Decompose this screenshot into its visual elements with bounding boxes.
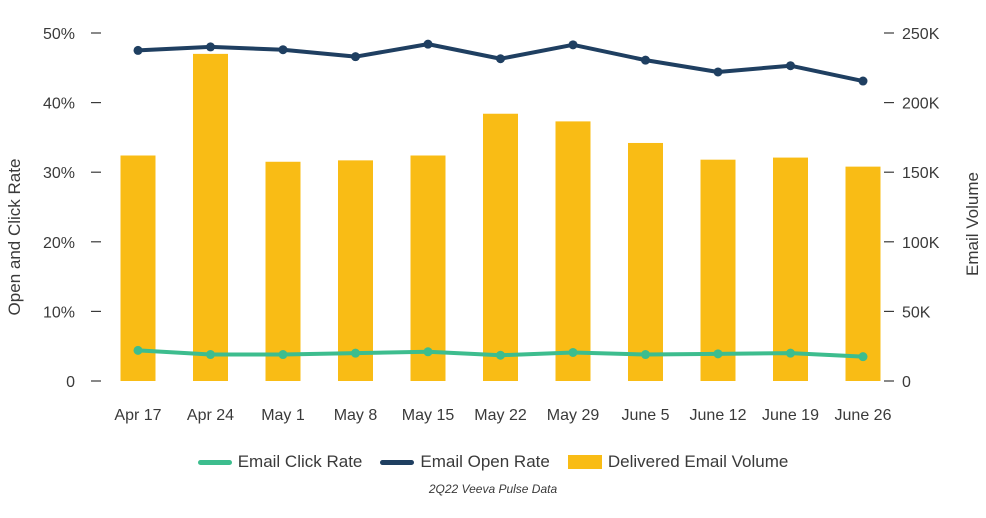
series-point (423, 39, 433, 49)
volume-bar (773, 157, 808, 381)
series-point (858, 352, 868, 362)
left-tick-label: 30% (43, 165, 75, 182)
left-tick-label: 50% (43, 26, 75, 43)
right-axis-title: Email Volume (963, 172, 982, 276)
series-point (206, 42, 215, 52)
series-point (713, 349, 723, 359)
series-point (133, 345, 143, 355)
series-point (423, 347, 433, 357)
volume-bar (265, 161, 301, 381)
x-tick-label: Apr 17 (114, 407, 161, 424)
open-rate-swatch (380, 459, 415, 465)
legend-item-volume: Delivered Email Volume (567, 452, 789, 472)
right-tick-label: 150K (902, 165, 940, 182)
legend-label: Email Open Rate (420, 452, 550, 471)
right-tick-label: 50K (902, 304, 931, 321)
series-point (278, 350, 288, 360)
volume-bars (120, 53, 881, 382)
x-tick-label: May 15 (402, 407, 455, 424)
series-point (206, 350, 215, 360)
series-point (496, 350, 505, 360)
series-point (568, 40, 578, 50)
volume-bar (193, 53, 228, 381)
right-tick-label: 100K (902, 235, 940, 252)
x-tick-label: Apr 24 (187, 407, 234, 424)
volume-swatch (567, 455, 602, 469)
volume-bar (845, 166, 881, 381)
x-tick-label: May 29 (547, 407, 600, 424)
chart-legend: Email Click Rate Email Open Rate Deliver… (0, 452, 986, 472)
source-caption: 2Q22 Veeva Pulse Data (428, 482, 558, 496)
left-tick-label: 0 (66, 374, 75, 391)
left-tick-label: 10% (43, 304, 75, 321)
volume-bar (338, 160, 373, 381)
right-tick-label: 0 (902, 374, 911, 391)
x-tick-label: June 5 (621, 407, 669, 424)
legend-label: Delivered Email Volume (607, 452, 789, 471)
series-point (568, 347, 578, 357)
legend-label: Email Click Rate (237, 452, 363, 471)
rate-lines (133, 39, 868, 362)
left-axis-ticks: 0 10% 20% 30% 40% 50% (43, 26, 101, 391)
series-point (786, 61, 795, 71)
x-tick-label: June 26 (835, 407, 892, 424)
series-point (641, 55, 650, 65)
x-tick-label: May 1 (261, 407, 305, 424)
left-axis-title: Open and Click Rate (5, 159, 24, 316)
x-axis-ticks: Apr 17 Apr 24 May 1 May 8 May 15 May 22 May 29… (114, 407, 891, 424)
series-point (351, 52, 360, 62)
click-rate-swatch (197, 459, 232, 465)
series-point (133, 45, 143, 55)
right-tick-label: 250K (902, 26, 940, 43)
series-point (351, 348, 360, 358)
right-tick-label: 200K (902, 96, 940, 113)
volume-bar (555, 121, 591, 381)
left-tick-label: 20% (43, 235, 75, 252)
x-tick-label: June 19 (762, 407, 819, 424)
volume-bar (483, 113, 518, 382)
x-tick-label: May 8 (334, 407, 378, 424)
series-point (496, 54, 505, 64)
series-point (858, 76, 868, 86)
legend-item-click-rate: Email Click Rate (197, 452, 363, 472)
volume-bar (700, 159, 736, 381)
left-tick-label: 40% (43, 96, 75, 113)
x-tick-label: June 12 (690, 407, 747, 424)
volume-bar (410, 155, 446, 381)
volume-bar (628, 142, 663, 381)
series-point (641, 350, 650, 360)
legend-item-open-rate: Email Open Rate (380, 452, 550, 472)
volume-bar (120, 155, 156, 381)
series-point (713, 67, 723, 77)
series-point (786, 348, 795, 358)
x-tick-label: May 22 (474, 407, 527, 424)
series-point (278, 45, 288, 55)
right-axis-ticks: 0 50K 100K 150K 200K 250K (884, 26, 940, 391)
